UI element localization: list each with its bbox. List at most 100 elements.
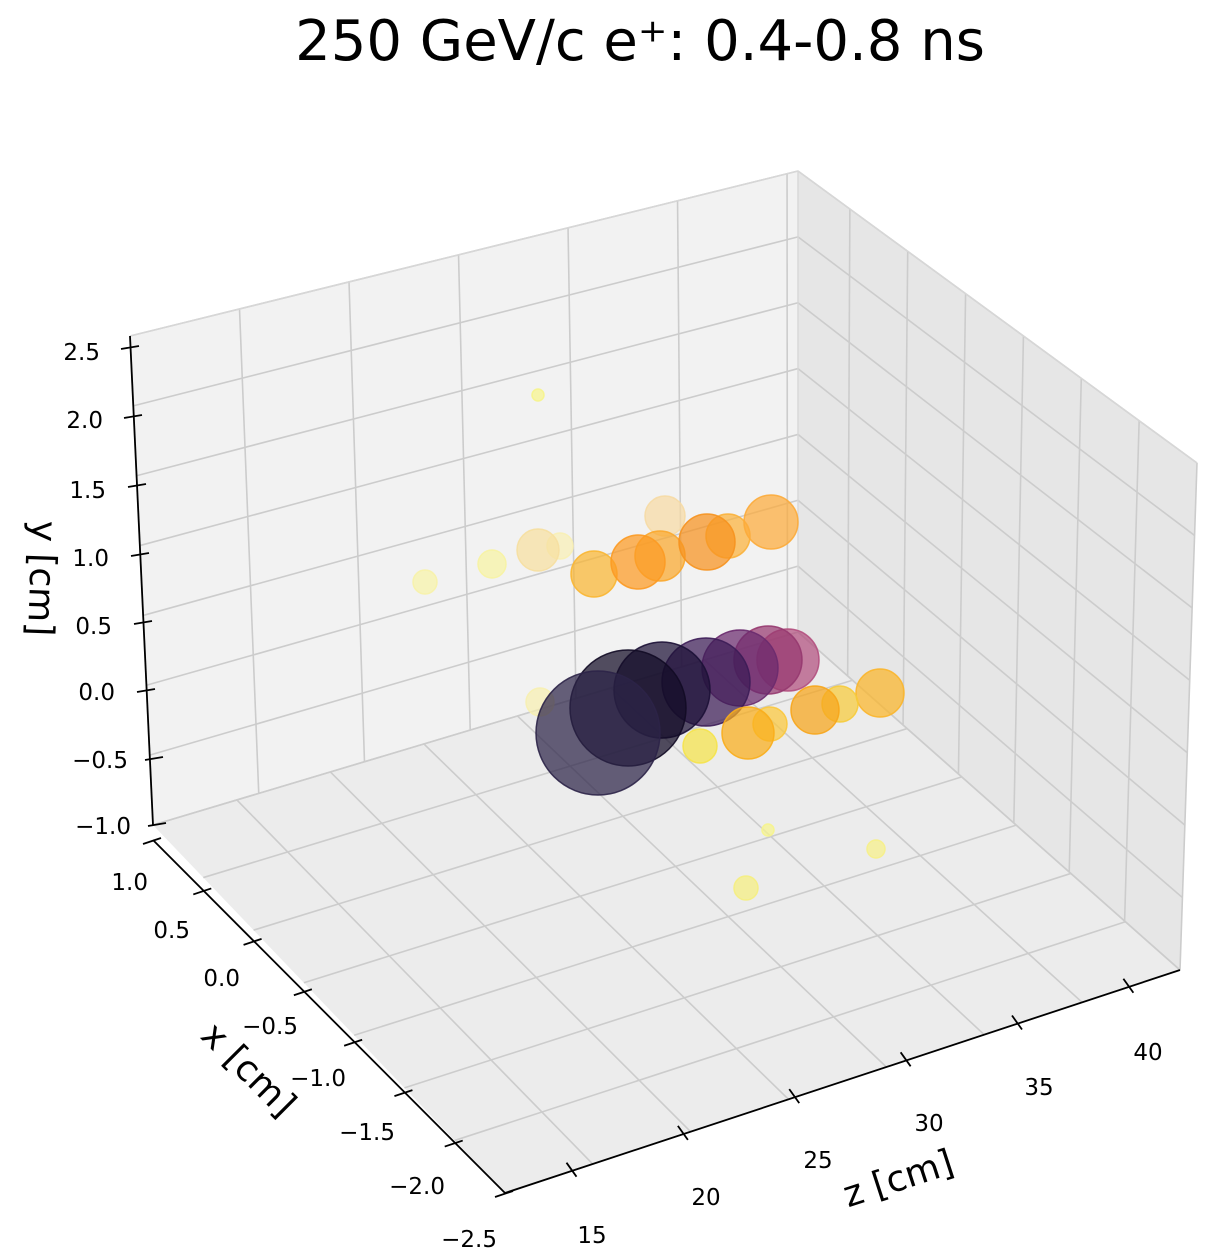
tick-mark — [293, 988, 313, 997]
data-point — [721, 706, 775, 760]
data-point — [531, 388, 545, 402]
chart-title: 250 GeV/c e⁺: 0.4-0.8 ns — [295, 9, 985, 74]
grid-line — [797, 565, 1183, 899]
x-tick-label: 0.0 — [203, 966, 240, 992]
z-tick-label: 20 — [691, 1185, 720, 1211]
grid-line — [404, 872, 1072, 1089]
y-tick-label: −0.5 — [72, 748, 128, 774]
y-tick-label: 0.0 — [78, 680, 115, 706]
x-tick-label: −1.0 — [290, 1066, 346, 1092]
grid-line — [797, 367, 1191, 681]
tick-mark — [120, 345, 140, 350]
y-tick-label: 0.5 — [75, 614, 112, 640]
grid-line — [797, 236, 1196, 537]
tick-mark — [444, 1139, 463, 1148]
grid-line — [457, 254, 472, 731]
y-axis-line — [129, 335, 154, 826]
tick-mark — [147, 822, 167, 827]
data-points — [412, 388, 905, 901]
tick-mark — [193, 887, 212, 896]
grid-line — [610, 687, 985, 1036]
y-axis-label: y [cm] — [19, 520, 64, 637]
data-point — [682, 728, 718, 764]
y-tick-label: 2.5 — [63, 340, 100, 366]
data-point — [855, 668, 905, 718]
grid-line — [1179, 462, 1198, 971]
grid-line — [797, 433, 1188, 754]
back-right-pane — [798, 171, 1197, 970]
grid-line — [253, 727, 908, 931]
grid-line — [454, 920, 1126, 1142]
y-tick-label: 1.0 — [72, 546, 109, 572]
tick-marks — [120, 345, 1135, 1198]
grid-line — [1123, 420, 1140, 922]
grid-line — [303, 776, 962, 984]
grid-line — [329, 771, 692, 1133]
z-tick-labels: 15 20 25 30 35 40 — [577, 1040, 1162, 1249]
grid-line — [1068, 378, 1083, 872]
grid-line — [423, 743, 790, 1100]
data-point — [644, 495, 686, 537]
axis-lines — [129, 335, 1181, 1194]
tick-mark — [394, 1089, 413, 1097]
data-point — [678, 513, 736, 571]
pane-edges — [129, 170, 1198, 632]
z-axis-line — [504, 969, 1181, 1194]
z-tick-label: 25 — [803, 1148, 832, 1174]
tick-mark — [133, 620, 153, 625]
x-tick-label: −2.0 — [389, 1174, 445, 1200]
data-point — [610, 534, 666, 590]
x-tick-label: −0.5 — [242, 1014, 298, 1040]
floor-pane — [153, 632, 1180, 1193]
x-tick-label: −2.5 — [441, 1227, 497, 1253]
data-point — [570, 550, 618, 598]
tick-mark — [127, 483, 147, 488]
tick-mark — [788, 1088, 800, 1104]
z-tick-label: 35 — [1024, 1075, 1053, 1101]
data-point — [412, 569, 438, 595]
tick-mark — [1122, 978, 1135, 994]
tick-mark — [343, 1038, 363, 1047]
z-tick-label: 40 — [1133, 1040, 1162, 1066]
tick-mark — [142, 837, 162, 845]
data-point — [733, 875, 759, 901]
grid-line — [797, 499, 1186, 826]
data-point — [535, 670, 661, 796]
grid-line — [676, 200, 683, 667]
data-point — [790, 685, 840, 735]
tick-mark — [1011, 1014, 1023, 1031]
grid-line — [1013, 335, 1025, 823]
z-tick-label: 15 — [577, 1223, 606, 1249]
data-point — [516, 528, 560, 572]
grid-line — [846, 208, 851, 676]
grid-line — [139, 367, 799, 547]
grid-line — [133, 236, 799, 407]
tick-mark — [144, 756, 164, 761]
grid-line — [797, 302, 1193, 609]
data-point — [743, 494, 799, 550]
z-axis-label: z [cm] — [838, 1142, 958, 1216]
tick-mark — [123, 414, 143, 419]
y-tick-label: −1.0 — [75, 814, 131, 840]
z-tick-label: 30 — [914, 1111, 943, 1137]
tick-mark — [130, 552, 150, 557]
y-tick-label: 2.0 — [66, 408, 103, 434]
y-tick-label: 1.5 — [69, 478, 106, 504]
x-tick-label: 1.0 — [111, 870, 148, 896]
tick-mark — [136, 688, 156, 693]
y-tick-labels: 2.5 2.0 1.5 1.0 0.5 0.0 −0.5 −1.0 — [63, 340, 131, 840]
data-point — [866, 839, 886, 859]
tick-mark — [899, 1051, 912, 1067]
tick-mark — [494, 1190, 514, 1198]
tick-mark — [565, 1162, 578, 1178]
grid-line — [348, 281, 366, 762]
grid-line — [142, 433, 799, 617]
grid-line — [236, 799, 594, 1165]
data-point — [477, 549, 507, 579]
grid-line — [567, 227, 577, 699]
grid-line — [149, 565, 799, 756]
grid-line — [353, 824, 1017, 1037]
x-axis-line — [152, 839, 506, 1194]
tick-mark — [243, 938, 262, 946]
data-point — [761, 823, 775, 837]
